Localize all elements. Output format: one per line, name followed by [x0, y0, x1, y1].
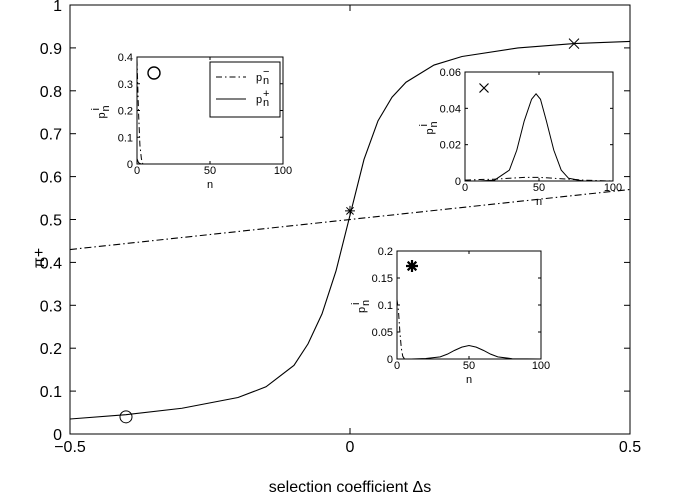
legend-label-sup: +	[263, 88, 269, 100]
circle-marker-shape	[147, 66, 161, 80]
cross-marker	[568, 38, 580, 49]
y-tick-label: 0.1	[378, 300, 393, 312]
inset-y-label-sub: n	[360, 300, 372, 306]
y-tick-label: 0.5	[40, 213, 62, 230]
y-tick-label: 0	[387, 354, 393, 366]
series-dashdot-line-0	[137, 59, 144, 164]
y-tick-label: 0.7	[40, 127, 62, 144]
y-tick-label: 0.8	[40, 84, 62, 101]
x-tick-label: 0	[394, 360, 400, 372]
cross-marker-shape	[568, 38, 580, 49]
y-tick-label: 0.15	[372, 273, 393, 285]
y-axis-title: π+	[31, 248, 48, 268]
series-group	[397, 299, 541, 359]
asterisk-marker-shape	[406, 260, 418, 272]
series-solid-line-1	[137, 158, 143, 164]
x-tick-label: 100	[532, 360, 550, 372]
y-tick-label: 0.1	[40, 384, 62, 401]
x-tick-label: 50	[533, 182, 545, 194]
inset-y-label-sup: i	[350, 303, 362, 305]
inset-y-label-base: p	[356, 307, 368, 313]
y-tick-label: 0.4	[40, 255, 62, 272]
legend-box	[209, 61, 281, 118]
plot-background	[397, 251, 541, 359]
inset-y-label-base: p	[424, 128, 436, 134]
inset-asterisk-marker	[406, 260, 418, 272]
inset-y-axis-title: pin	[418, 121, 440, 134]
x-tick-label: 0	[462, 182, 468, 194]
legend-label: p	[256, 94, 262, 106]
y-tick-label: 0.2	[40, 341, 62, 358]
y-tick-label: 0.06	[440, 67, 461, 79]
inset-circle-marker	[147, 66, 161, 80]
plot-background	[465, 72, 613, 181]
series-group	[465, 93, 613, 181]
inset-y-label-base: p	[96, 112, 108, 118]
cross-marker-shape	[479, 83, 489, 93]
y-tick-label: 0.3	[40, 298, 62, 315]
inset-y-label-sup: i	[90, 108, 102, 110]
x-tick-label: 100	[274, 165, 292, 177]
legend: p −np +n	[209, 61, 281, 118]
inset-cross-marker	[479, 83, 489, 93]
series-dashdot-line-1	[465, 176, 613, 181]
legend-label-sup: −	[263, 66, 269, 78]
legend-label-sub: n	[263, 97, 269, 109]
x-tick-label: 0	[346, 439, 355, 456]
y-tick-label: 0.2	[118, 106, 133, 118]
x-tick-label: 100	[604, 182, 622, 194]
legend-label: p	[256, 72, 262, 84]
y-tick-label: 0.04	[440, 103, 461, 115]
x-axis-title: selection coefficient Δs	[269, 479, 431, 495]
asterisk-marker-shape	[345, 205, 355, 216]
circle-marker-shape	[119, 410, 133, 424]
series-dashdot-line-0	[397, 299, 406, 359]
y-tick-label: 0.02	[440, 140, 461, 152]
x-tick-label: 0.5	[619, 439, 641, 456]
y-tick-label: 0	[53, 427, 62, 444]
inset-y-label-sup: i	[418, 124, 430, 126]
circle-marker	[119, 410, 133, 424]
series-solid-line-1	[397, 344, 541, 359]
y-tick-label: 1	[53, 0, 62, 15]
x-tick-label: 0	[134, 165, 140, 177]
y-tick-label: 0.05	[372, 327, 393, 339]
x-tick-label: −0.5	[54, 439, 86, 456]
y-tick-label: 0	[127, 159, 133, 171]
y-tick-label: 0.3	[118, 79, 133, 91]
asterisk-marker	[345, 205, 355, 216]
inset-y-axis-title: pin	[350, 300, 372, 313]
x-tick-label: 50	[204, 165, 216, 177]
y-tick-label: 0.9	[40, 41, 62, 58]
inset-y-label-sub: n	[428, 121, 440, 127]
inset-y-axis-title: pin	[90, 105, 112, 118]
y-tick-label: 0.6	[40, 170, 62, 187]
series-dashdot-line-1	[70, 188, 630, 251]
legend-label-sub: n	[263, 75, 269, 87]
x-tick-label: 50	[463, 360, 475, 372]
series-group	[137, 59, 144, 164]
inset-x-axis-title: n	[536, 196, 542, 208]
inset-x-axis-title: n	[466, 374, 472, 386]
inset-x-axis-title: n	[207, 179, 213, 191]
y-tick-label: 0.1	[118, 132, 133, 144]
y-tick-label: 0	[455, 176, 461, 188]
inset-y-label-sub: n	[100, 105, 112, 111]
y-tick-label: 0.4	[118, 52, 133, 64]
y-tick-label: 0.2	[378, 246, 393, 258]
